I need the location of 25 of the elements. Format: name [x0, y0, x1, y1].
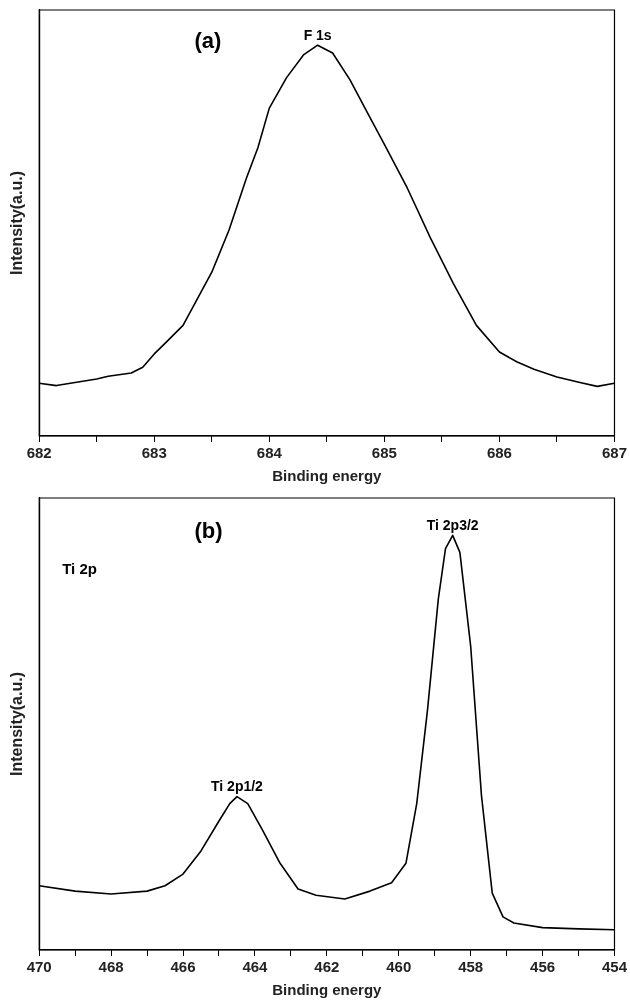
x-tick-label: 686: [486, 444, 512, 462]
x-axis-title: Binding energy: [272, 467, 383, 485]
x-tick-label: 456: [530, 958, 556, 976]
x-tick-label: 464: [242, 958, 269, 976]
x-tick-label: 684: [256, 444, 283, 462]
x-tick-label: 685: [371, 444, 397, 462]
y-axis-title: Intensity(a.u.): [8, 170, 26, 276]
annotation: Ti 2p: [62, 560, 97, 578]
annotation: Ti 2p1/2: [211, 778, 264, 795]
x-tick-label: 683: [141, 444, 167, 462]
y-axis-title: Intensity(a.u.): [8, 671, 26, 777]
annotation: (a): [194, 28, 222, 54]
x-tick-label: 462: [314, 958, 340, 976]
x-axis-title: Binding energy: [272, 981, 383, 999]
annotation: F 1s: [303, 27, 332, 44]
x-tick-label: 470: [26, 958, 52, 976]
x-tick-label: 468: [98, 958, 124, 976]
annotation: Ti 2p3/2: [426, 517, 479, 534]
x-tick-label: 466: [170, 958, 196, 976]
x-tick-label: 682: [26, 444, 52, 462]
x-tick-label: 687: [601, 444, 627, 462]
x-tick-label: 458: [458, 958, 484, 976]
x-tick-label: 460: [386, 958, 412, 976]
annotation: (b): [194, 517, 223, 543]
x-tick-label: 454: [601, 958, 628, 976]
